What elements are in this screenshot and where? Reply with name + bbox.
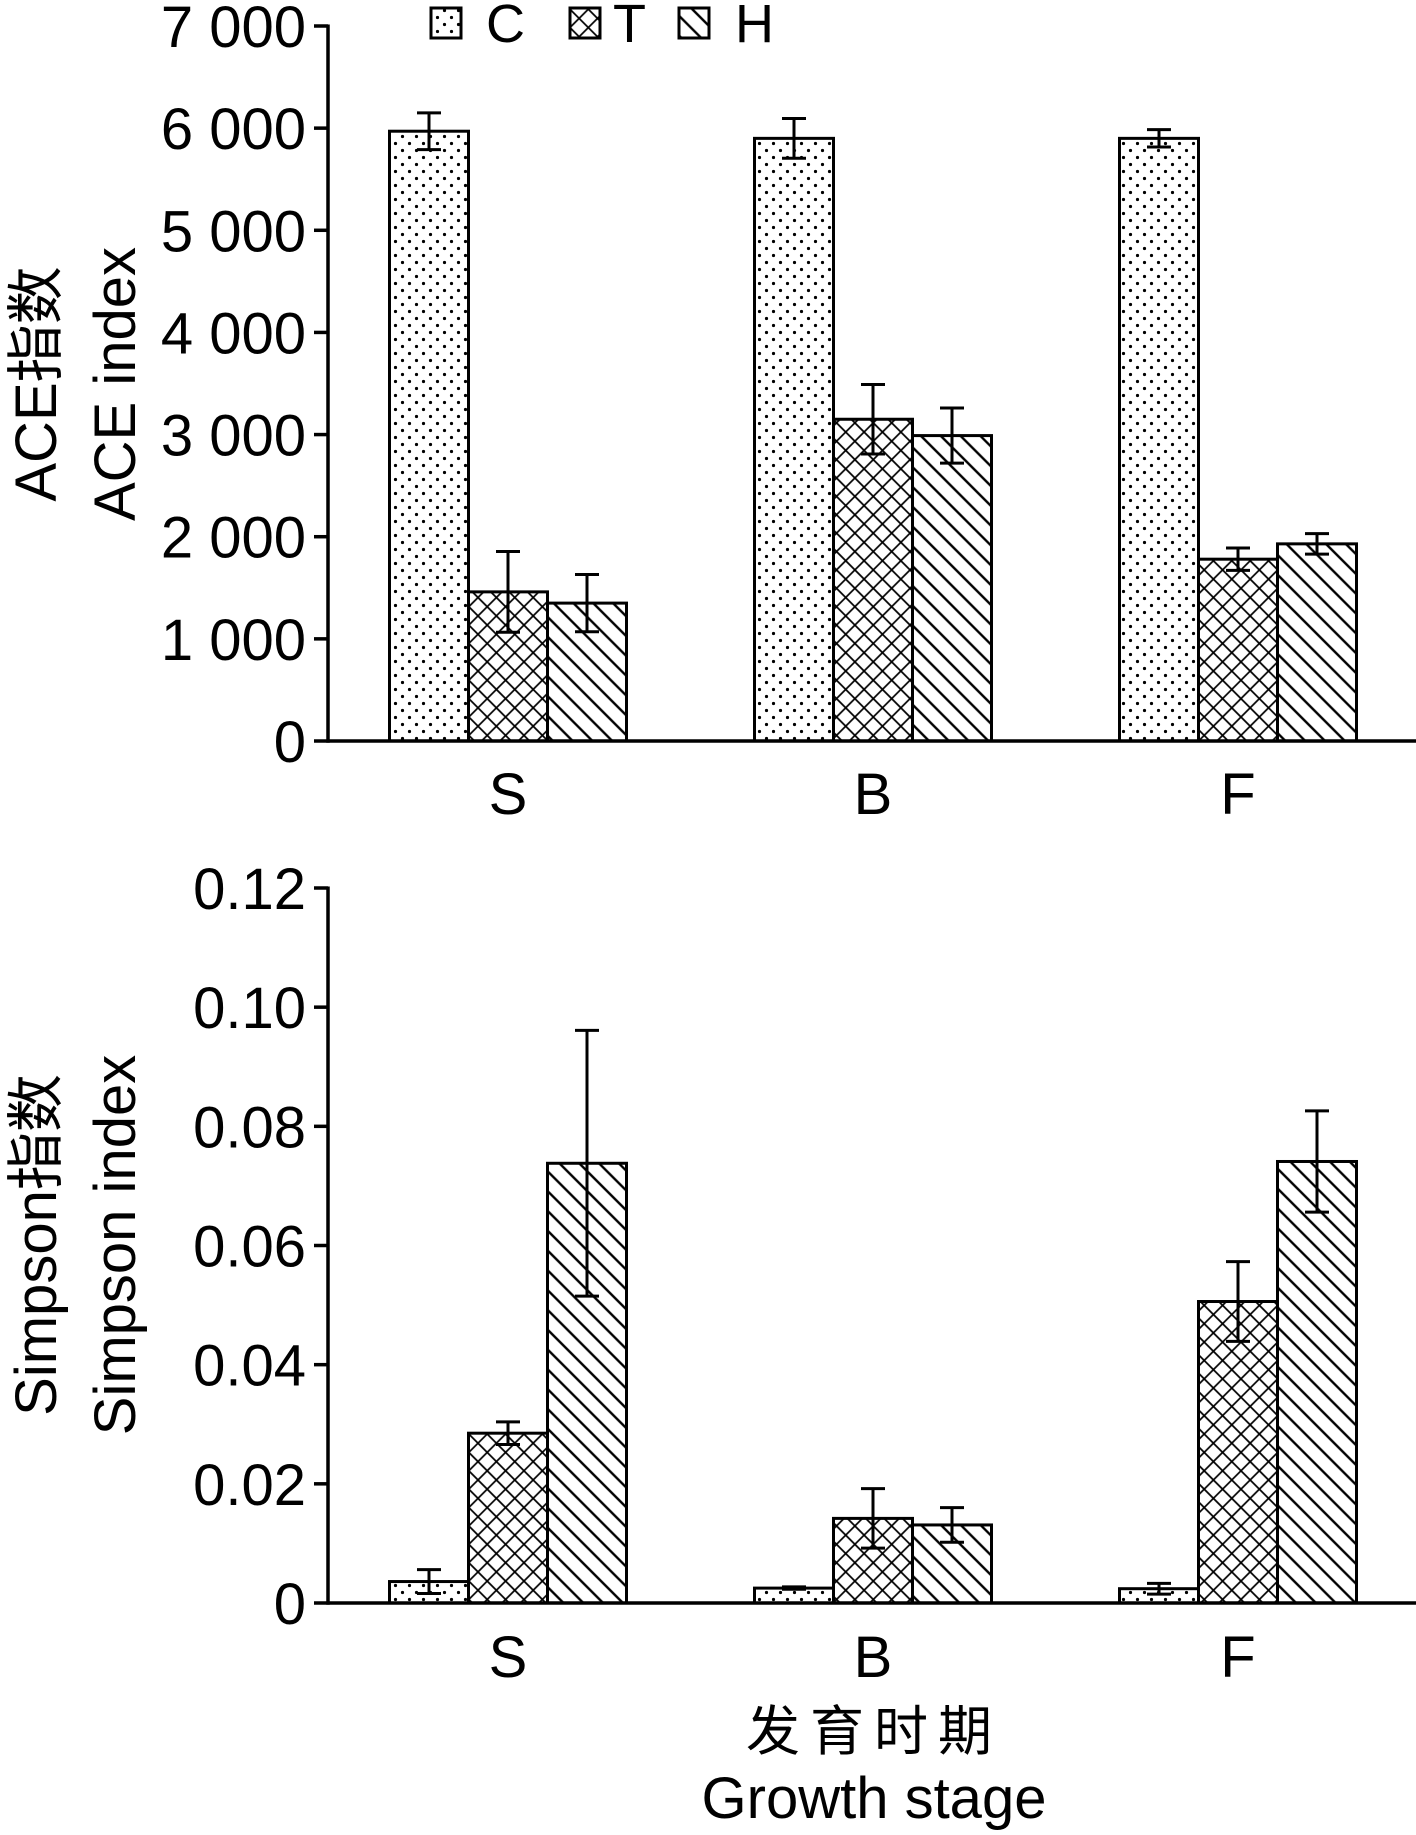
legend-item-t: T: [568, 0, 646, 54]
y-tick-label: 0.06: [193, 1215, 306, 1280]
error-bar-f-t: [1226, 1260, 1250, 1343]
bar-b-h: [911, 434, 993, 743]
simpson-y-axis-title-cn: Simpson指数: [4, 1074, 69, 1416]
y-tick-label: 3 000: [161, 404, 306, 469]
bars: [388, 1028, 1358, 1605]
axes: [314, 886, 1416, 1605]
error-bar-s-t: [496, 550, 520, 634]
error-bar-s-c: [417, 111, 441, 152]
x-tick-label-f: F: [1220, 762, 1255, 827]
y-tick-label: 7 000: [161, 0, 306, 60]
error-bar-b-c: [782, 116, 806, 160]
axes: [314, 24, 1416, 743]
error-bar-s-c: [417, 1568, 441, 1595]
bar-group-f: [1118, 128, 1358, 743]
y-tick-label: 4 000: [161, 301, 306, 366]
y-tick-label: 0.04: [193, 1334, 306, 1399]
x-tick-label-b: B: [854, 1625, 893, 1690]
ace-y-axis-title: ACE index: [83, 247, 148, 521]
y-tick-label: 2 000: [161, 506, 306, 571]
y-tick-label: 0.08: [193, 1095, 306, 1160]
error-bar-b-h: [940, 1506, 964, 1544]
legend-label-h: H: [735, 0, 774, 54]
bar-group-b: [753, 116, 993, 743]
x-axis-title-cn: 发育时期: [746, 1702, 1002, 1762]
error-bar-b-h: [940, 406, 964, 465]
legend-item-c: C: [429, 0, 525, 54]
y-tick-label: 0.02: [193, 1453, 306, 1518]
simpson-index-chart: S B F 0 0.02 0.04 0.06 0.08 0.10 0.12: [193, 857, 1416, 1690]
bar-f-h: [1276, 542, 1358, 743]
legend-item-h: H: [677, 0, 774, 54]
x-tick-label-b: B: [854, 762, 893, 827]
y-tick-label: 6 000: [161, 97, 306, 162]
bar-f-c: [1118, 136, 1200, 743]
legend-label-t: T: [613, 0, 646, 54]
error-bar-s-h: [575, 1028, 599, 1298]
x-tick-label-f: F: [1220, 1625, 1255, 1690]
bar-b-c: [753, 136, 835, 743]
y-tick-label: 0: [274, 1572, 306, 1637]
error-bar-s-h: [575, 573, 599, 634]
error-bar-b-t: [861, 1487, 885, 1550]
legend-swatch-c: [429, 6, 463, 40]
bars: [388, 111, 1358, 743]
legend: C T H: [429, 0, 774, 54]
error-bar-f-c: [1147, 128, 1171, 149]
x-axis-title: Growth stage: [702, 1766, 1047, 1831]
ace-index-chart: S B F 0 1 000 2 000 3 000 4 000 5 000 6 000 7 000: [161, 0, 1416, 827]
bar-f-t: [1197, 557, 1279, 743]
error-bar-f-t: [1226, 546, 1250, 572]
error-bar-s-t: [496, 1420, 520, 1447]
simpson-y-axis-title: Simpson index: [83, 1055, 148, 1435]
bar-s-c: [388, 129, 470, 743]
y-tick-label: 5 000: [161, 199, 306, 264]
y-tick-label: 0.10: [193, 976, 306, 1041]
error-bar-f-h: [1305, 1109, 1329, 1214]
bar-group-s: [388, 111, 628, 743]
error-bar-b-t: [861, 383, 885, 456]
ace-y-axis-title-cn: ACE指数: [4, 266, 69, 501]
x-tick-label-s: S: [489, 762, 528, 827]
x-tick-label-s: S: [489, 1625, 528, 1690]
y-tick-label: 0: [274, 710, 306, 775]
legend-swatch-t: [568, 6, 602, 40]
error-bar-f-c: [1147, 1581, 1171, 1596]
bar-f-h: [1276, 1159, 1358, 1605]
y-tick-label: 0.12: [193, 857, 306, 922]
bar-group-f: [1118, 1109, 1358, 1605]
bar-group-b: [753, 1487, 993, 1605]
legend-label-c: C: [486, 0, 525, 54]
error-bar-f-h: [1305, 532, 1329, 556]
error-bar-b-c: [782, 1585, 806, 1591]
legend-swatch-h: [677, 6, 711, 40]
bar-s-t: [467, 1431, 549, 1605]
bar-f-t: [1197, 1300, 1279, 1605]
bar-b-t: [832, 417, 914, 743]
bar-group-s: [388, 1028, 628, 1605]
y-tick-label: 1 000: [161, 608, 306, 673]
